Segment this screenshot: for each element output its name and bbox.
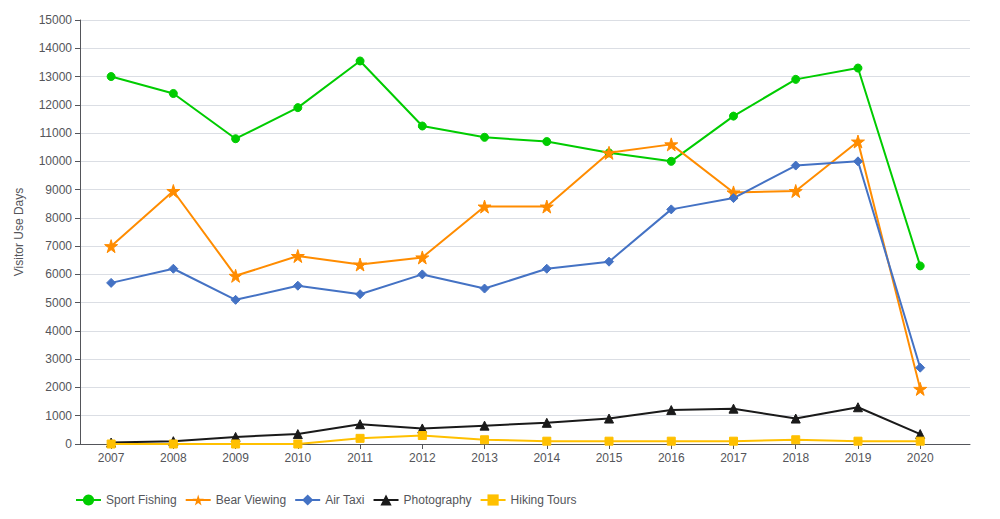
svg-text:2016: 2016	[658, 451, 685, 465]
svg-text:7000: 7000	[45, 239, 72, 253]
svg-text:2012: 2012	[409, 451, 436, 465]
svg-text:2009: 2009	[222, 451, 249, 465]
svg-text:Visitor Use Days: Visitor Use Days	[12, 188, 26, 276]
svg-text:2018: 2018	[782, 451, 809, 465]
svg-text:2011: 2011	[347, 451, 373, 465]
svg-text:13000: 13000	[39, 70, 73, 84]
svg-text:4000: 4000	[45, 324, 72, 338]
svg-text:14000: 14000	[39, 41, 73, 55]
svg-text:1000: 1000	[45, 409, 72, 423]
svg-text:Photography: Photography	[404, 493, 472, 507]
svg-text:9000: 9000	[45, 183, 72, 197]
svg-text:2008: 2008	[160, 451, 187, 465]
svg-text:8000: 8000	[45, 211, 72, 225]
svg-text:11000: 11000	[40, 126, 73, 140]
svg-text:2015: 2015	[596, 451, 623, 465]
svg-text:2000: 2000	[45, 380, 72, 394]
svg-text:Hiking Tours: Hiking Tours	[511, 493, 577, 507]
svg-text:Bear Viewing: Bear Viewing	[216, 493, 287, 507]
svg-text:2014: 2014	[533, 451, 560, 465]
svg-text:2017: 2017	[720, 451, 747, 465]
svg-text:3000: 3000	[45, 352, 72, 366]
svg-text:2013: 2013	[471, 451, 498, 465]
svg-text:15000: 15000	[39, 13, 73, 27]
svg-text:10000: 10000	[39, 154, 73, 168]
svg-text:6000: 6000	[45, 267, 72, 281]
svg-text:12000: 12000	[39, 98, 73, 112]
svg-text:2020: 2020	[907, 451, 934, 465]
svg-text:2007: 2007	[98, 451, 125, 465]
svg-text:Air Taxi: Air Taxi	[325, 493, 364, 507]
svg-text:Sport Fishing: Sport Fishing	[106, 493, 177, 507]
svg-text:2019: 2019	[845, 451, 872, 465]
svg-text:5000: 5000	[45, 296, 72, 310]
svg-text:0: 0	[65, 437, 72, 451]
svg-text:2010: 2010	[284, 451, 311, 465]
